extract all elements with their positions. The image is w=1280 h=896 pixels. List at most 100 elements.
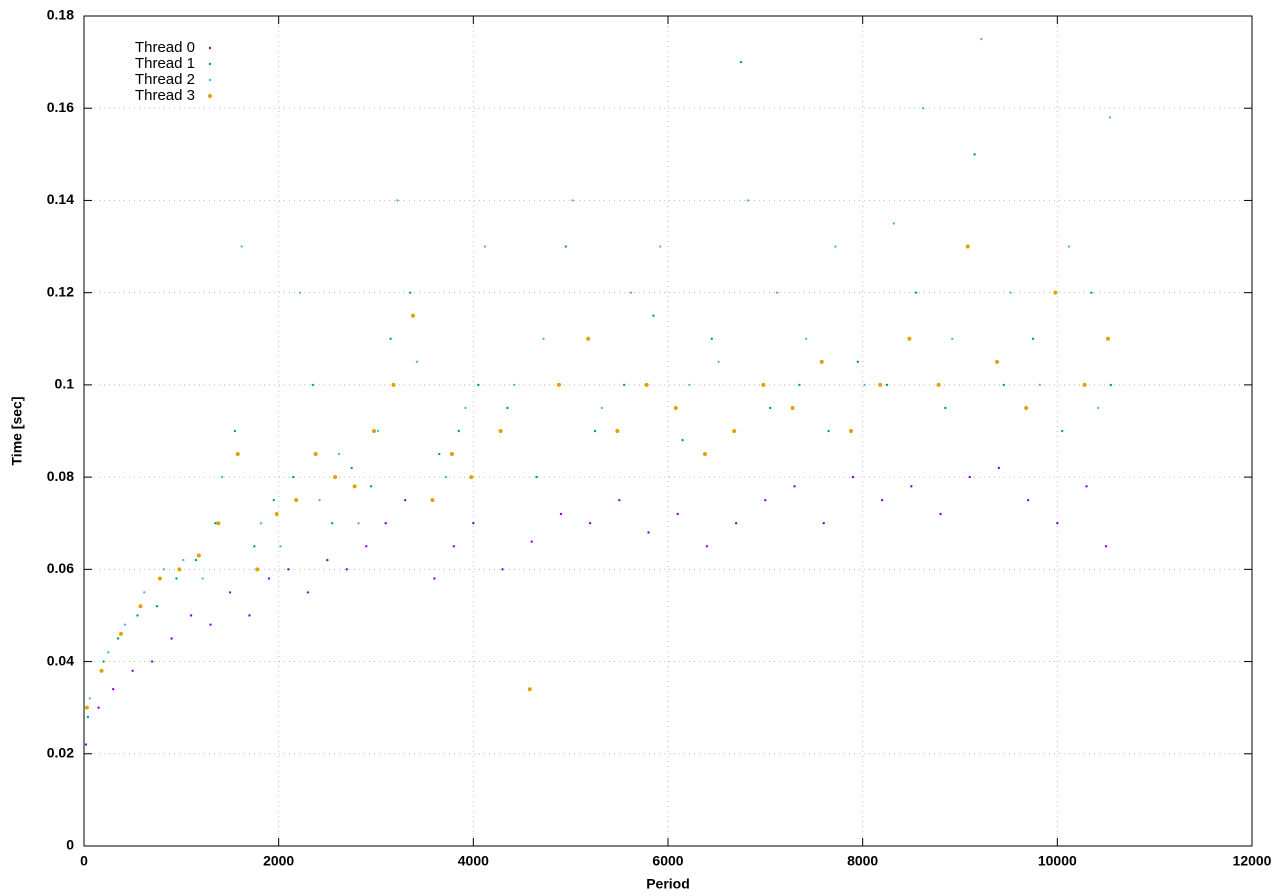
point (586, 336, 591, 341)
point (994, 359, 999, 364)
point (150, 660, 154, 663)
point (513, 383, 516, 387)
y-tick-label: 0.18 (47, 7, 74, 23)
point (267, 577, 271, 580)
point (279, 545, 282, 548)
legend-label: Thread 3 (135, 87, 195, 104)
point (221, 475, 224, 479)
point (350, 466, 353, 470)
point (345, 568, 348, 571)
point (389, 337, 392, 340)
point (600, 406, 604, 410)
legend-label: Thread 0 (135, 39, 195, 56)
point (430, 498, 435, 503)
point (968, 475, 971, 479)
point (688, 383, 691, 387)
point (469, 475, 474, 480)
point (659, 245, 662, 248)
point (384, 522, 387, 525)
point (253, 545, 256, 548)
point (233, 429, 237, 433)
point (483, 245, 487, 248)
point (1082, 382, 1087, 387)
point (410, 313, 415, 318)
point (915, 291, 918, 294)
point (131, 669, 134, 672)
point (162, 568, 166, 571)
point (259, 522, 263, 525)
x-axis-title: Period (646, 876, 690, 892)
point (997, 466, 1001, 470)
point (535, 475, 538, 479)
point (311, 383, 314, 387)
point (1109, 383, 1113, 387)
point (629, 291, 633, 294)
point (175, 577, 178, 580)
point (939, 512, 942, 516)
point (357, 522, 360, 525)
point (333, 475, 338, 480)
point (827, 429, 830, 433)
point (793, 485, 796, 488)
x-tick-label: 8000 (847, 853, 878, 869)
point (170, 637, 173, 640)
point (761, 382, 766, 387)
point (944, 406, 947, 410)
y-tick-label: 0.16 (47, 99, 74, 115)
point (615, 429, 620, 433)
point (673, 405, 678, 410)
point (676, 512, 679, 516)
x-tick-label: 10000 (1038, 853, 1077, 869)
point (404, 498, 407, 502)
point (1038, 383, 1042, 387)
point (102, 660, 105, 663)
point (907, 336, 912, 341)
point (681, 439, 684, 442)
point (457, 429, 460, 433)
point (86, 715, 90, 719)
point (155, 605, 159, 608)
point (318, 498, 321, 502)
point (415, 360, 419, 364)
point (306, 591, 310, 594)
point (1085, 485, 1088, 488)
point (885, 383, 889, 387)
point (571, 199, 574, 202)
point (177, 567, 182, 572)
point (980, 37, 983, 41)
point (717, 360, 720, 364)
point (287, 568, 290, 571)
point (452, 545, 456, 548)
point (201, 577, 204, 580)
point (1105, 336, 1110, 341)
point (123, 623, 127, 626)
point (396, 199, 399, 202)
point (216, 521, 221, 526)
point (623, 383, 626, 387)
point (775, 291, 779, 294)
point (1002, 383, 1005, 387)
point (313, 452, 318, 457)
point (240, 245, 243, 248)
point (136, 614, 139, 617)
point (856, 360, 859, 364)
point (88, 697, 92, 700)
point (365, 545, 368, 548)
y-tick-label: 0.06 (47, 560, 74, 576)
point (734, 522, 738, 525)
point (644, 382, 649, 387)
point (1009, 291, 1012, 294)
point (618, 498, 621, 502)
legend-label: Thread 2 (135, 71, 195, 88)
point (746, 199, 750, 202)
point (1031, 337, 1035, 340)
point (798, 383, 801, 387)
point (790, 405, 795, 410)
point (878, 382, 883, 387)
point (472, 522, 475, 525)
point (182, 558, 185, 562)
point (764, 498, 767, 502)
point (352, 484, 357, 489)
